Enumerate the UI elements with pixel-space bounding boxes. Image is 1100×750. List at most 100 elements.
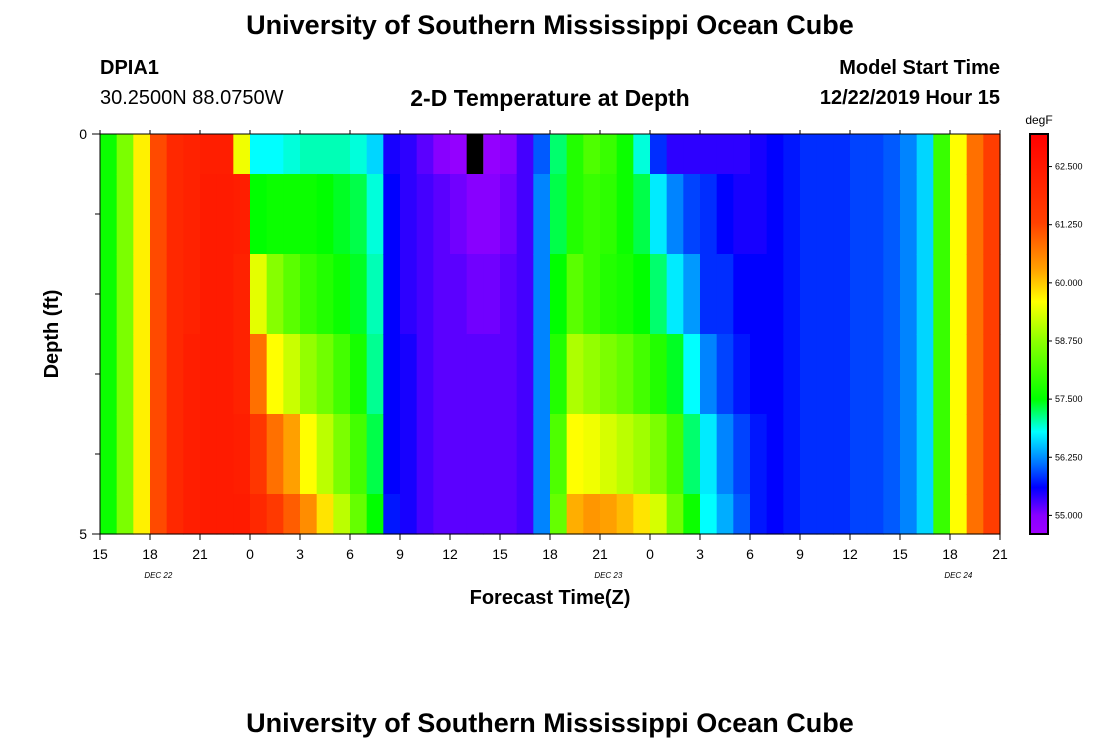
x-tick-label: 15 (492, 546, 508, 562)
heatmap-cell (450, 174, 468, 255)
heatmap-cell (100, 174, 118, 255)
heatmap-cell (850, 414, 868, 495)
heatmap-cell (350, 174, 368, 255)
heatmap-cell (400, 254, 418, 335)
heatmap-cell (983, 494, 1001, 535)
heatmap-cell (483, 334, 501, 415)
heatmap-cell (766, 494, 784, 535)
heatmap-cell (700, 494, 718, 535)
heatmap-cell (500, 494, 518, 535)
heatmap-cell (616, 174, 634, 255)
heatmap-cell (516, 254, 534, 335)
heatmap-cell (400, 134, 418, 175)
x-tick-label: 15 (892, 546, 908, 562)
y-axis-label: Depth (ft) (41, 290, 63, 379)
x-tick-label: 6 (346, 546, 354, 562)
x-tick-label: 0 (646, 546, 654, 562)
missing-data-marker (466, 134, 484, 174)
heatmap-cell (733, 254, 751, 335)
heatmap-cell (183, 174, 201, 255)
heatmap-cell (516, 174, 534, 255)
heatmap-cell (716, 494, 734, 535)
heatmap-cell (766, 174, 784, 255)
heatmap-cell (300, 134, 318, 175)
colorbar-ticks: 62.500 61.250 60.000 58.750 57.500 56.250 55.0… (1048, 162, 1083, 520)
heatmap-cell (433, 494, 451, 535)
heatmap-cell (800, 494, 818, 535)
heatmap-cell (950, 134, 968, 175)
heatmap-cell (116, 254, 134, 335)
heatmap-cell (750, 174, 768, 255)
heatmap-cell (900, 174, 918, 255)
heatmap-cell (300, 174, 318, 255)
heatmap-cell (916, 134, 934, 175)
x-tick-label: 3 (296, 546, 304, 562)
colorbar-unit: degF (1025, 113, 1052, 127)
heatmap-cell (616, 494, 634, 535)
x-date-label: DEC 24 (944, 571, 973, 580)
heatmap-cell (350, 254, 368, 335)
x-tick-label: 21 (192, 546, 208, 562)
model-start-label: Model Start Time (839, 57, 1000, 79)
heatmap-cell (866, 254, 884, 335)
heatmap-cell (800, 174, 818, 255)
heatmap-cell (966, 174, 984, 255)
colorbar-tick-label: 60.000 (1055, 278, 1083, 288)
heatmap-cell (833, 134, 851, 175)
heatmap-cell (166, 414, 184, 495)
heatmap-cell (566, 494, 584, 535)
heatmap-cell (150, 254, 168, 335)
heatmap-cell (266, 414, 284, 495)
heatmap-cell (916, 334, 934, 415)
heatmap-cell (183, 414, 201, 495)
heatmap-cell (666, 174, 684, 255)
heatmap-cell (366, 134, 384, 175)
heatmap-cell (683, 334, 701, 415)
heatmap-cell (250, 134, 268, 175)
heatmap-cell (800, 134, 818, 175)
heatmap-cell (316, 174, 334, 255)
heatmap-cell (200, 174, 218, 255)
station-id: DPIA1 (100, 57, 159, 79)
heatmap-cell (483, 494, 501, 535)
heatmap-cell (700, 134, 718, 175)
heatmap-cell (300, 414, 318, 495)
heatmap-cell (683, 134, 701, 175)
heatmap-cell (833, 334, 851, 415)
heatmap-cell (433, 414, 451, 495)
heatmap-cell (250, 494, 268, 535)
heatmap-cell (916, 414, 934, 495)
heatmap-cell (833, 414, 851, 495)
heatmap-cell (550, 494, 568, 535)
heatmap-cell (150, 174, 168, 255)
heatmap-cell (833, 174, 851, 255)
heatmap-cell (766, 334, 784, 415)
heatmap-cell (400, 414, 418, 495)
heatmap-cell (500, 414, 518, 495)
heatmap-cell (283, 494, 301, 535)
heatmap-cell (966, 134, 984, 175)
heatmap-cell (800, 334, 818, 415)
heatmap-cell (983, 174, 1001, 255)
heatmap-cell (850, 334, 868, 415)
colorbar-tick-label: 62.500 (1055, 162, 1083, 172)
heatmap-cell (516, 414, 534, 495)
colorbar-tick-label: 56.250 (1055, 452, 1083, 462)
heatmap-cell (500, 174, 518, 255)
station-location: 30.2500N 88.0750W (100, 87, 284, 109)
heatmap-cell (850, 174, 868, 255)
heatmap-cell (966, 254, 984, 335)
heatmap-cell (766, 134, 784, 175)
heatmap-cell (100, 414, 118, 495)
heatmap-cell (466, 494, 484, 535)
heatmap-cell (566, 334, 584, 415)
heatmap-cell (133, 174, 151, 255)
heatmap-cell (300, 254, 318, 335)
heatmap-cell (450, 254, 468, 335)
colorbar: degF 62.500 61.250 60.000 58.750 57.500 56.25… (1025, 113, 1083, 535)
heatmap-cell (433, 134, 451, 175)
heatmap-cell (383, 174, 401, 255)
heatmap-cell (650, 174, 668, 255)
heatmap-cell (750, 254, 768, 335)
heatmap-cell (216, 254, 234, 335)
